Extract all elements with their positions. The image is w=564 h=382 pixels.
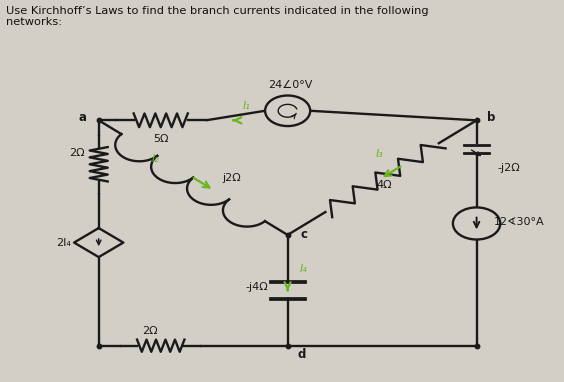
- Text: I₁: I₁: [243, 101, 250, 111]
- Text: I₄: I₄: [299, 264, 307, 274]
- Text: b: b: [487, 111, 495, 124]
- Text: networks:: networks:: [6, 17, 62, 27]
- Text: 4Ω: 4Ω: [377, 180, 393, 190]
- Text: -j2Ω: -j2Ω: [498, 163, 521, 173]
- Text: I₃: I₃: [376, 149, 384, 159]
- Text: I₂: I₂: [152, 154, 160, 164]
- Text: 12∢30°A: 12∢30°A: [494, 217, 544, 227]
- Text: 5Ω: 5Ω: [153, 134, 169, 144]
- Text: c: c: [300, 228, 307, 241]
- Text: 2Ω: 2Ω: [142, 326, 157, 336]
- Text: j2Ω: j2Ω: [222, 173, 241, 183]
- Text: 2Ω: 2Ω: [69, 148, 85, 158]
- Text: Use Kirchhoff’s Laws to find the branch currents indicated in the following: Use Kirchhoff’s Laws to find the branch …: [6, 6, 428, 16]
- Text: -j4Ω: -j4Ω: [245, 282, 268, 291]
- Text: 2I₄: 2I₄: [56, 238, 71, 248]
- Text: 24∠0°V: 24∠0°V: [268, 80, 312, 90]
- Text: a: a: [78, 111, 86, 124]
- Text: d: d: [298, 348, 306, 361]
